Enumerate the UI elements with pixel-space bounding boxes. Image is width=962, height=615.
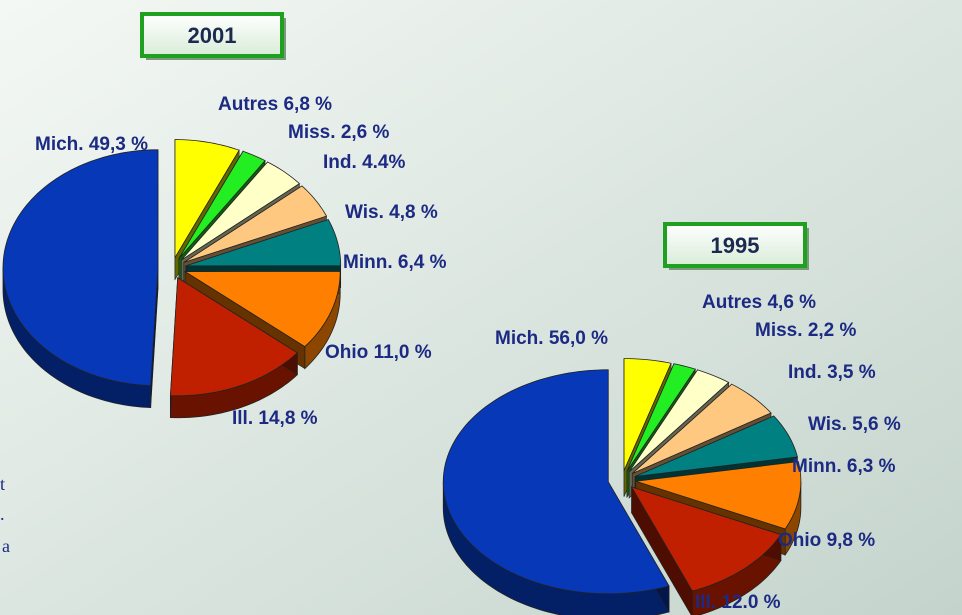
pie-chart — [2, 139, 342, 419]
category-name: Ohio — [325, 342, 368, 363]
slice — [635, 461, 802, 530]
value-label: 4,8 % — [389, 202, 438, 223]
slice-label: Ind. 3,5 % — [788, 362, 876, 383]
slice-label: Autres 4,6 % — [702, 292, 816, 313]
category-name: Minn. — [343, 252, 393, 273]
slice — [169, 277, 298, 397]
slice — [178, 150, 266, 259]
category-name: Miss. — [288, 122, 336, 143]
value-label: 5,6 % — [852, 414, 901, 435]
title-box — [663, 222, 807, 268]
text-fragment: . — [0, 504, 5, 524]
category-name: Minn. — [792, 456, 842, 477]
value-label: 14,8 % — [258, 408, 317, 429]
slice-label: Ill. 14,8 % — [232, 408, 318, 429]
slice-label: Ill. 12.0 % — [695, 592, 781, 613]
value-label: 4.4% — [362, 152, 405, 173]
slice — [628, 369, 730, 473]
slice — [183, 271, 341, 348]
category-name: Ohio — [778, 530, 821, 551]
value-label: 9,8 % — [827, 530, 876, 551]
slice-label: Minn. 6,3 % — [792, 456, 896, 477]
slice-label: Autres 6,8 % — [218, 94, 332, 115]
category-name: Ill. — [695, 592, 716, 613]
value-label: 6,4 % — [398, 252, 447, 273]
value-label: 49,3 % — [89, 134, 148, 155]
category-name: Autres — [218, 94, 278, 115]
chart-title: 2001 — [188, 23, 237, 48]
category-name: Wis. — [808, 414, 847, 435]
slice — [174, 139, 240, 260]
slice — [623, 358, 672, 471]
slice-label: Ind. 4.4% — [323, 152, 405, 173]
category-name: Mich. — [495, 328, 544, 349]
slice — [630, 486, 782, 592]
slice-label: Mich. 56,0 % — [495, 328, 608, 349]
slice — [2, 149, 159, 387]
slice-label: Minn. 6,4 % — [343, 252, 447, 273]
value-label: 6,8 % — [283, 94, 332, 115]
category-name: Wis. — [345, 202, 384, 223]
value-label: 3,5 % — [827, 362, 876, 383]
slice-label: Wis. 4,8 % — [345, 202, 438, 223]
slice-label: Wis. 5,6 % — [808, 414, 901, 435]
category-name: Ind. — [788, 362, 822, 383]
title-box — [140, 12, 284, 58]
value-label: 4,6 % — [767, 292, 816, 313]
slice-label: Ohio 9,8 % — [778, 530, 875, 551]
slice-label: Miss. 2,2 % — [755, 320, 857, 341]
category-name: Ill. — [232, 408, 253, 429]
slice — [181, 161, 301, 261]
category-name: Autres — [702, 292, 762, 313]
value-label: 6,3 % — [847, 456, 896, 477]
value-label: 12.0 % — [721, 592, 780, 613]
text-fragment: a — [2, 536, 10, 556]
slice — [185, 219, 342, 267]
category-name: Miss. — [755, 320, 803, 341]
slice — [442, 369, 670, 595]
value-label: 2,6 % — [341, 122, 390, 143]
slice — [634, 415, 798, 477]
chart-title: 1995 — [711, 233, 760, 258]
slice — [626, 363, 696, 472]
text-fragment: t — [0, 474, 5, 494]
category-name: Mich. — [35, 134, 84, 155]
slice-label: Ohio 11,0 % — [325, 342, 432, 363]
value-label: 56,0 % — [549, 328, 608, 349]
slice-label: Miss. 2,6 % — [288, 122, 390, 143]
category-name: Ind. — [323, 152, 357, 173]
value-label: 11,0 % — [374, 342, 432, 363]
slice-label: Mich. 49,3 % — [35, 134, 148, 155]
value-label: 2,2 % — [808, 320, 857, 341]
pie-chart — [442, 358, 802, 615]
slice — [183, 185, 328, 263]
slice — [631, 383, 772, 474]
